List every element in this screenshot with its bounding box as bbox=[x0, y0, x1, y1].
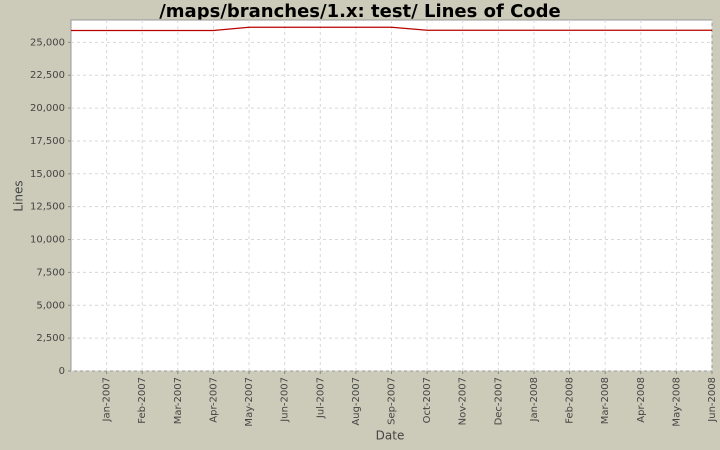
x-tick-label: Aug-2007 bbox=[351, 377, 362, 426]
x-tick-label: Nov-2007 bbox=[458, 377, 469, 425]
x-tick-label: Sep-2007 bbox=[387, 377, 398, 425]
x-tick-label: Mar-2008 bbox=[600, 377, 611, 424]
y-tick-label: 12,500 bbox=[30, 202, 65, 213]
y-tick-label: 22,500 bbox=[30, 70, 65, 81]
y-tick-label: 5,000 bbox=[36, 300, 65, 311]
y-tick-label: 0 bbox=[59, 366, 65, 377]
y-tick-label: 20,000 bbox=[30, 103, 65, 114]
y-tick-label: 2,500 bbox=[36, 333, 65, 344]
x-tick-label: Apr-2007 bbox=[208, 377, 219, 423]
y-tick-label: 10,000 bbox=[30, 235, 65, 246]
data-line bbox=[71, 26, 712, 32]
x-tick-label: Dec-2007 bbox=[493, 377, 504, 425]
x-tick-label: Jun-2008 bbox=[707, 377, 718, 423]
x-tick-label: Jan-2007 bbox=[102, 377, 113, 422]
y-axis-label: Lines bbox=[12, 180, 26, 211]
x-tick-label: Jan-2008 bbox=[529, 377, 540, 422]
y-tick-label: 17,500 bbox=[30, 136, 65, 147]
x-tick-label: Apr-2008 bbox=[636, 377, 647, 423]
y-tick-label: 15,000 bbox=[30, 169, 65, 180]
x-tick-label: Feb-2008 bbox=[565, 377, 576, 424]
y-tick-label: 25,000 bbox=[30, 37, 65, 48]
x-tick-label: Feb-2007 bbox=[137, 377, 148, 424]
x-tick-label: Jul-2007 bbox=[315, 377, 326, 419]
y-tick-label: 7,500 bbox=[36, 267, 65, 278]
x-tick-label: Mar-2007 bbox=[173, 377, 184, 424]
x-tick-label: Jun-2007 bbox=[280, 377, 291, 423]
chart-title: /maps/branches/1.x: test/ Lines of Code bbox=[159, 1, 561, 22]
x-tick-label: Oct-2007 bbox=[422, 377, 433, 423]
x-axis-label: Date bbox=[376, 429, 405, 443]
x-tick-label: May-2008 bbox=[671, 377, 682, 427]
x-tick-label: May-2007 bbox=[244, 377, 255, 427]
